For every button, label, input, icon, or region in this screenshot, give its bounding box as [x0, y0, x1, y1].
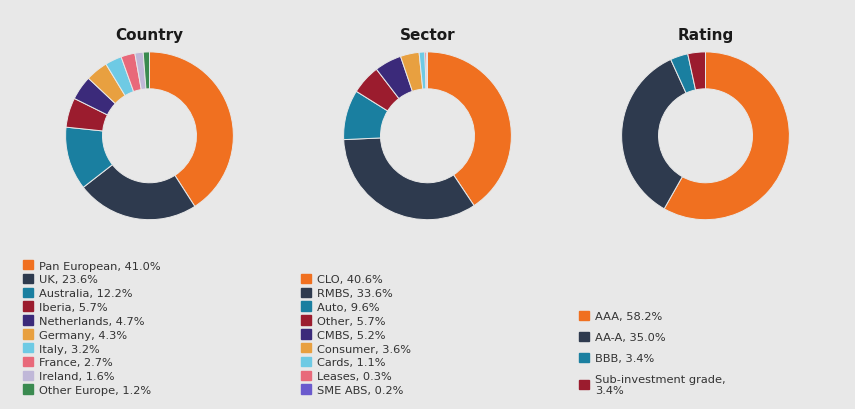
- Text: Rating: Rating: [677, 28, 734, 43]
- Text: Country: Country: [115, 28, 184, 43]
- Legend: CLO, 40.6%, RMBS, 33.6%, Auto, 9.6%, Other, 5.7%, CMBS, 5.2%, Consumer, 3.6%, Ca: CLO, 40.6%, RMBS, 33.6%, Auto, 9.6%, Oth…: [301, 274, 410, 395]
- Legend: AAA, 58.2%, AA-A, 35.0%, BBB, 3.4%, Sub-investment grade,
3.4%: AAA, 58.2%, AA-A, 35.0%, BBB, 3.4%, Sub-…: [579, 311, 725, 395]
- Text: Sector: Sector: [399, 28, 456, 43]
- Legend: Pan European, 41.0%, UK, 23.6%, Australia, 12.2%, Iberia, 5.7%, Netherlands, 4.7: Pan European, 41.0%, UK, 23.6%, Australi…: [23, 260, 161, 395]
